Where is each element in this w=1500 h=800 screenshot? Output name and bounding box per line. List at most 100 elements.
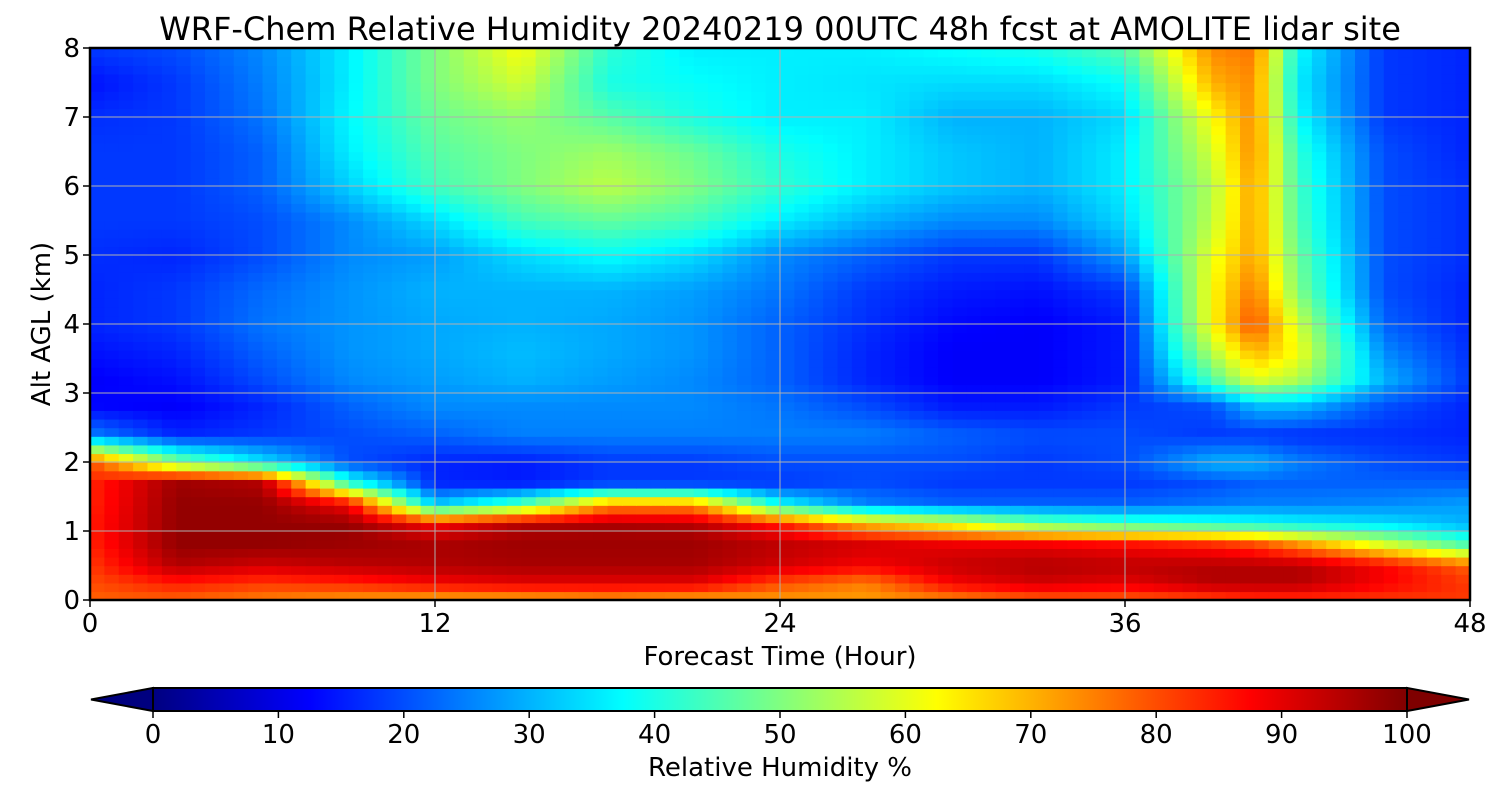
- heat-cell: [665, 496, 681, 506]
- heat-cell: [1125, 427, 1141, 437]
- heat-cell: [866, 470, 882, 480]
- heat-cell: [1441, 177, 1457, 187]
- heat-cell: [420, 324, 436, 334]
- heat-cell: [118, 410, 134, 420]
- heat-cell: [1254, 349, 1270, 360]
- heat-cell: [1254, 220, 1270, 230]
- heat-cell: [492, 349, 508, 360]
- heat-cell: [736, 539, 752, 549]
- heat-cell: [636, 255, 652, 265]
- heat-cell: [1225, 487, 1241, 498]
- heat-cell: [981, 375, 997, 386]
- heat-cell: [751, 194, 767, 204]
- heat-cell: [1369, 522, 1385, 532]
- heat-cell: [1240, 186, 1256, 196]
- heat-cell: [1383, 479, 1399, 489]
- heat-cell: [722, 332, 738, 342]
- heat-cell: [708, 462, 724, 472]
- heat-cell: [636, 410, 652, 420]
- heat-cell: [161, 289, 177, 299]
- heat-cell: [1139, 479, 1155, 489]
- heat-cell: [693, 505, 709, 515]
- heat-cell: [751, 470, 767, 480]
- heat-cell: [981, 289, 997, 299]
- heat-cell: [1455, 548, 1470, 558]
- heat-cell: [1196, 246, 1212, 256]
- heat-cell: [133, 565, 149, 575]
- heat-cell: [1369, 367, 1385, 377]
- heat-cell: [736, 453, 752, 463]
- heat-cell: [1412, 582, 1428, 593]
- heat-cell: [1211, 496, 1227, 506]
- heat-cell: [794, 255, 810, 265]
- heat-cell: [449, 427, 465, 437]
- heat-cell: [851, 401, 867, 411]
- heat-cell: [722, 160, 738, 170]
- heat-cell: [1426, 591, 1442, 600]
- heat-cell: [435, 151, 451, 161]
- heat-cell: [665, 289, 681, 299]
- heat-cell: [952, 358, 968, 368]
- heat-cell: [1196, 306, 1212, 317]
- heat-cell: [564, 556, 580, 567]
- heat-cell: [938, 591, 954, 600]
- heat-cell: [607, 496, 623, 506]
- heat-cell: [133, 427, 149, 437]
- heat-cell: [966, 522, 982, 532]
- heat-cell: [248, 565, 264, 575]
- heat-cell: [161, 220, 177, 230]
- heat-cell: [291, 177, 307, 187]
- heat-cell: [966, 444, 982, 455]
- heat-cell: [1024, 375, 1040, 386]
- heat-cell: [693, 487, 709, 498]
- heat-cell: [1053, 349, 1069, 360]
- heat-cell: [1326, 401, 1342, 411]
- heat-cell: [219, 151, 235, 161]
- heat-cell: [765, 375, 781, 386]
- heat-cell: [377, 375, 393, 386]
- heat-cell: [823, 160, 839, 170]
- heat-cell: [593, 194, 609, 204]
- heat-cell: [708, 487, 724, 498]
- heat-cell: [1412, 505, 1428, 515]
- heat-cell: [966, 393, 982, 403]
- heat-cell: [938, 358, 954, 368]
- heat-cell: [1153, 513, 1169, 524]
- heat-cell: [1369, 375, 1385, 386]
- heat-cell: [1340, 531, 1356, 541]
- heat-cell: [90, 418, 106, 429]
- heat-cell: [564, 263, 580, 273]
- heat-cell: [1024, 513, 1040, 524]
- heat-cell: [1254, 444, 1270, 455]
- heat-cell: [1024, 194, 1040, 204]
- heat-cell: [909, 367, 925, 377]
- heat-cell: [521, 289, 537, 299]
- heat-cell: [348, 548, 364, 558]
- heat-cell: [837, 487, 853, 498]
- heat-cell: [478, 418, 494, 429]
- heat-cell: [665, 349, 681, 360]
- heat-cell: [305, 367, 321, 377]
- heat-cell: [1311, 453, 1327, 463]
- heat-cell: [161, 505, 177, 515]
- heat-cell: [909, 401, 925, 411]
- heat-cell: [90, 574, 106, 584]
- heat-cell: [118, 539, 134, 549]
- heat-cell: [1096, 160, 1112, 170]
- heat-cell: [794, 418, 810, 429]
- heat-cell: [521, 470, 537, 480]
- heat-cell: [1125, 341, 1141, 351]
- heat-cell: [1053, 418, 1069, 429]
- heat-cell: [176, 280, 192, 291]
- heat-cell: [1081, 237, 1097, 248]
- heat-cell: [1254, 358, 1270, 368]
- heat-cell: [593, 263, 609, 273]
- heat-cell: [1268, 393, 1284, 403]
- heat-cell: [1125, 513, 1141, 524]
- heat-cell: [966, 272, 982, 282]
- heat-cell: [995, 237, 1011, 248]
- heat-cell: [1196, 418, 1212, 429]
- heat-cell: [535, 513, 551, 524]
- heat-cell: [506, 505, 522, 515]
- heat-cell: [650, 401, 666, 411]
